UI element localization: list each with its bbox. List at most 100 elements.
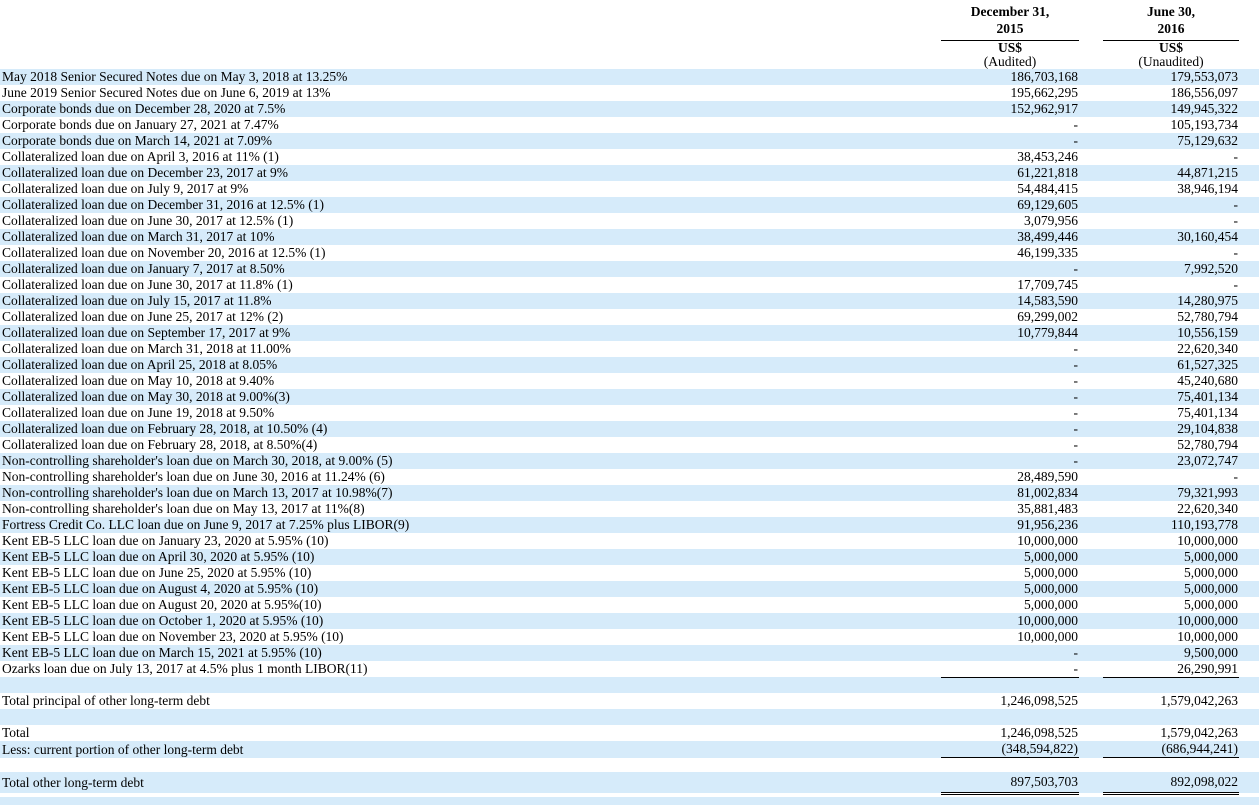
amount-2016: 44,871,215	[1103, 164, 1239, 181]
amount-2015	[941, 797, 1079, 805]
row-label: Collateralized loan due on January 7, 20…	[0, 260, 941, 277]
amount-2016: 26,290,991	[1103, 660, 1239, 678]
table-row: Collateralized loan due on June 30, 2017…	[0, 277, 1259, 293]
spacer-row	[0, 758, 1259, 772]
header-label-spacer	[0, 55, 941, 69]
table-row: Collateralized loan due on June 30, 2017…	[0, 213, 1259, 229]
table-row: Collateralized loan due on May 10, 2018 …	[0, 373, 1259, 389]
amount-2015: 69,129,605	[941, 196, 1079, 213]
amount-2016: 22,620,340	[1177, 500, 1238, 516]
table-row: Non-controlling shareholder's loan due o…	[0, 501, 1259, 517]
amount-2016: 1,579,042,263	[1160, 693, 1238, 708]
table-row: Corporate bonds due on March 14, 2021 at…	[0, 132, 1259, 149]
column-gap	[1079, 181, 1103, 197]
column-gap	[1079, 565, 1103, 581]
table-row: Kent EB-5 LLC loan due on November 23, 2…	[0, 629, 1259, 645]
amount-2016: 10,556,159	[1103, 324, 1239, 341]
row-label: Kent EB-5 LLC loan due on April 30, 2020…	[0, 548, 941, 565]
table-row: May 2018 Senior Secured Notes due on May…	[0, 68, 1259, 85]
table-body: May 2018 Senior Secured Notes due on May…	[0, 68, 1259, 805]
amount-2015: 46,199,335	[1017, 244, 1078, 260]
row-label: Collateralized loan due on December 23, …	[0, 164, 941, 181]
column-gap	[1079, 260, 1103, 277]
row-label: Total other long-term debt	[0, 771, 941, 793]
amount-2016: 52,780,794	[1177, 308, 1238, 324]
column-gap	[1079, 758, 1103, 772]
amount-2016: 149,945,322	[1103, 100, 1239, 117]
amount-2015: 69,299,002	[1017, 308, 1078, 324]
right-margin	[1239, 213, 1259, 229]
row-label: Corporate bonds due on January 27, 2021 …	[2, 116, 279, 132]
spacer-row	[0, 709, 1259, 725]
table-row: Collateralized loan due on December 23, …	[0, 164, 1259, 181]
table-row: Kent EB-5 LLC loan due on August 20, 202…	[0, 597, 1259, 613]
table-row: Total other long-term debt 897,503,703 892…	[0, 771, 1259, 795]
header-right-margin	[1239, 0, 1259, 40]
amount-2015: -	[941, 388, 1079, 405]
right-margin	[1239, 341, 1259, 357]
header-date-line2: 2016	[1157, 20, 1185, 36]
amount-2016: 14,280,975	[1103, 292, 1239, 309]
column-gap	[1079, 469, 1103, 485]
row-label: Fortress Credit Co. LLC loan due on June…	[0, 516, 941, 533]
amount-2016: 105,193,734	[1170, 116, 1239, 132]
amount-2016: 5,000,000	[1184, 596, 1238, 612]
row-label: Kent EB-5 LLC loan due on November 23, 2…	[2, 628, 344, 644]
right-margin	[1239, 405, 1259, 421]
amount-2015: 54,484,415	[1017, 180, 1078, 196]
row-label: Corporate bonds due on December 28, 2020…	[0, 100, 941, 117]
amount-2016: -	[1233, 212, 1239, 228]
amount-2015: 38,499,446	[941, 228, 1079, 245]
amount-2016: 10,000,000	[1177, 628, 1238, 644]
table-row: Collateralized loan due on June 25, 2017…	[0, 309, 1259, 325]
row-label: Collateralized loan due on July 9, 2017 …	[2, 180, 249, 196]
row-label: Non-controlling shareholder's loan due o…	[2, 500, 365, 516]
amount-2016: 61,527,325	[1103, 356, 1239, 373]
column-gap	[1079, 85, 1103, 101]
right-margin	[1239, 420, 1259, 437]
column-gap	[1079, 356, 1103, 373]
column-gap	[1079, 341, 1103, 357]
right-margin	[1239, 356, 1259, 373]
table-row: Ozarks loan due on July 13, 2017 at 4.5%…	[0, 660, 1259, 678]
amount-2015	[941, 709, 1079, 725]
amount-2016: 29,104,838	[1103, 420, 1239, 437]
amount-2016: -	[1233, 244, 1239, 260]
table-row: Collateralized loan due on February 28, …	[0, 420, 1259, 437]
column-gap	[1079, 228, 1103, 245]
amount-2016: 45,240,680	[1177, 372, 1238, 388]
table-row: Kent EB-5 LLC loan due on August 4, 2020…	[0, 580, 1259, 597]
table-row: Non-controlling shareholder's loan due o…	[0, 452, 1259, 469]
column-gap	[1079, 597, 1103, 613]
header-col-jun-2016: June 30, 2016	[1103, 0, 1239, 41]
row-label: Kent EB-5 LLC loan due on August 4, 2020…	[0, 580, 941, 597]
amount-2016: 7,992,520	[1103, 260, 1239, 277]
right-margin	[1239, 709, 1259, 725]
amount-2015: 17,709,745	[1017, 276, 1078, 292]
right-margin	[1239, 452, 1259, 469]
right-margin	[1239, 260, 1259, 277]
column-gap	[1079, 164, 1103, 181]
table-row: Collateralized loan due on March 31, 201…	[0, 228, 1259, 245]
column-gap	[1079, 741, 1103, 758]
currency-label-2015: US$	[997, 40, 1022, 55]
right-margin	[1239, 677, 1259, 693]
amount-2016: 5,000,000	[1103, 580, 1239, 597]
amount-2015: 5,000,000	[941, 580, 1079, 597]
table-row: Non-controlling shareholder's loan due o…	[0, 484, 1259, 501]
header-period-row: December 31, 2015 June 30, 2016	[0, 0, 1259, 41]
column-gap	[1079, 277, 1103, 293]
amount-2016: 10,000,000	[1103, 612, 1239, 629]
column-gap	[1079, 292, 1103, 309]
table-row: Collateralized loan due on September 17,…	[0, 324, 1259, 341]
column-gap	[1079, 117, 1103, 133]
amount-2015: 1,246,098,525	[1000, 693, 1078, 708]
column-gap	[1079, 661, 1103, 678]
table-row: Collateralized loan due on February 28, …	[0, 437, 1259, 453]
right-margin	[1239, 565, 1259, 581]
row-label: June 2019 Senior Secured Notes due on Ju…	[2, 84, 331, 100]
row-label: Collateralized loan due on March 31, 201…	[0, 228, 941, 245]
column-gap	[1079, 452, 1103, 469]
right-margin	[1239, 437, 1259, 453]
table-row: Total principal of other long-term debt 1…	[0, 693, 1259, 709]
